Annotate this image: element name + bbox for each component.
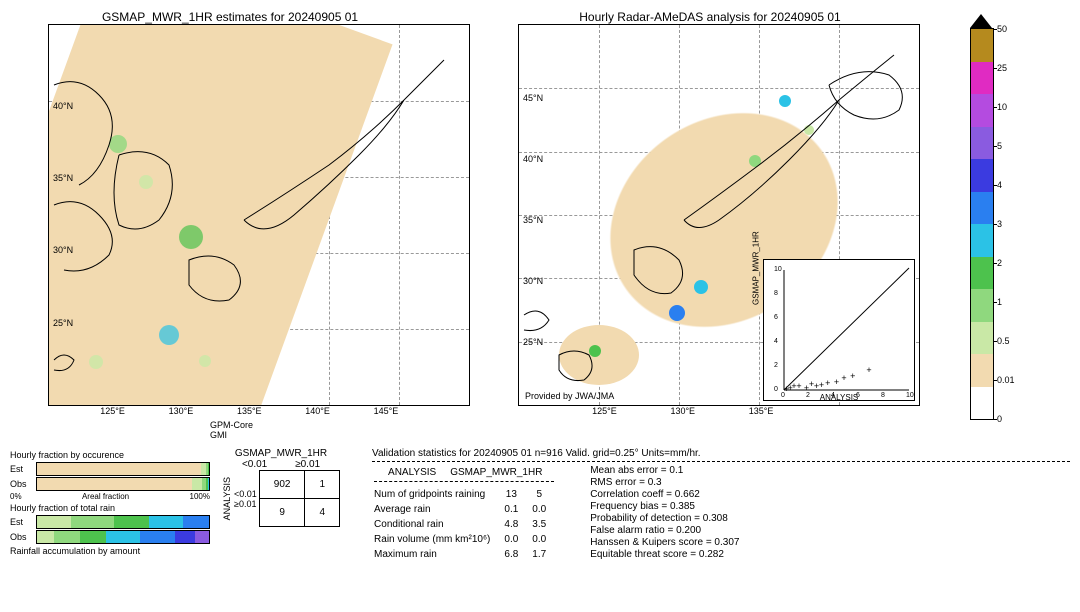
est-tot-bar <box>36 515 210 529</box>
contingency-table: GSMAP_MWR_1HR <0.01≥0.01 ANALYSIS <0.01 … <box>222 448 340 527</box>
scores-list: Mean abs error = 0.1RMS error = 0.3Corre… <box>590 464 739 563</box>
validation-header: Validation statistics for 20240905 01 n=… <box>372 448 1070 459</box>
fraction-total-header: Hourly fraction of total rain <box>10 503 210 513</box>
left-map: 25°N 30°N 35°N 40°N <box>48 24 470 406</box>
stats-table: ANALYSISGSMAP_MWR_1HR <box>372 464 556 486</box>
right-map-title: Hourly Radar-AMeDAS analysis for 2024090… <box>490 10 930 24</box>
obs-tot-bar <box>36 530 210 544</box>
obs-occ-bar <box>36 477 210 491</box>
left-map-title: GSMAP_MWR_1HR estimates for 20240905 01 <box>10 10 450 24</box>
colorbar: 00.010.512345102550 <box>970 28 994 420</box>
scatter-inset: +++++++++++++ GSMAP_MWR_1HR ANALYSIS 024… <box>763 259 915 401</box>
accum-label: Rainfall accumulation by amount <box>10 546 210 556</box>
est-occ-bar <box>36 462 210 476</box>
right-map: 25°N 30°N 35°N 40°N 45°N Provided by JWA… <box>518 24 920 406</box>
right-map-source: Provided by JWA/JMA <box>525 391 614 401</box>
left-map-source: GPM-Core GMI <box>210 420 450 440</box>
satellite-swath <box>48 24 393 406</box>
fraction-occ-header: Hourly fraction by occurence <box>10 450 210 460</box>
